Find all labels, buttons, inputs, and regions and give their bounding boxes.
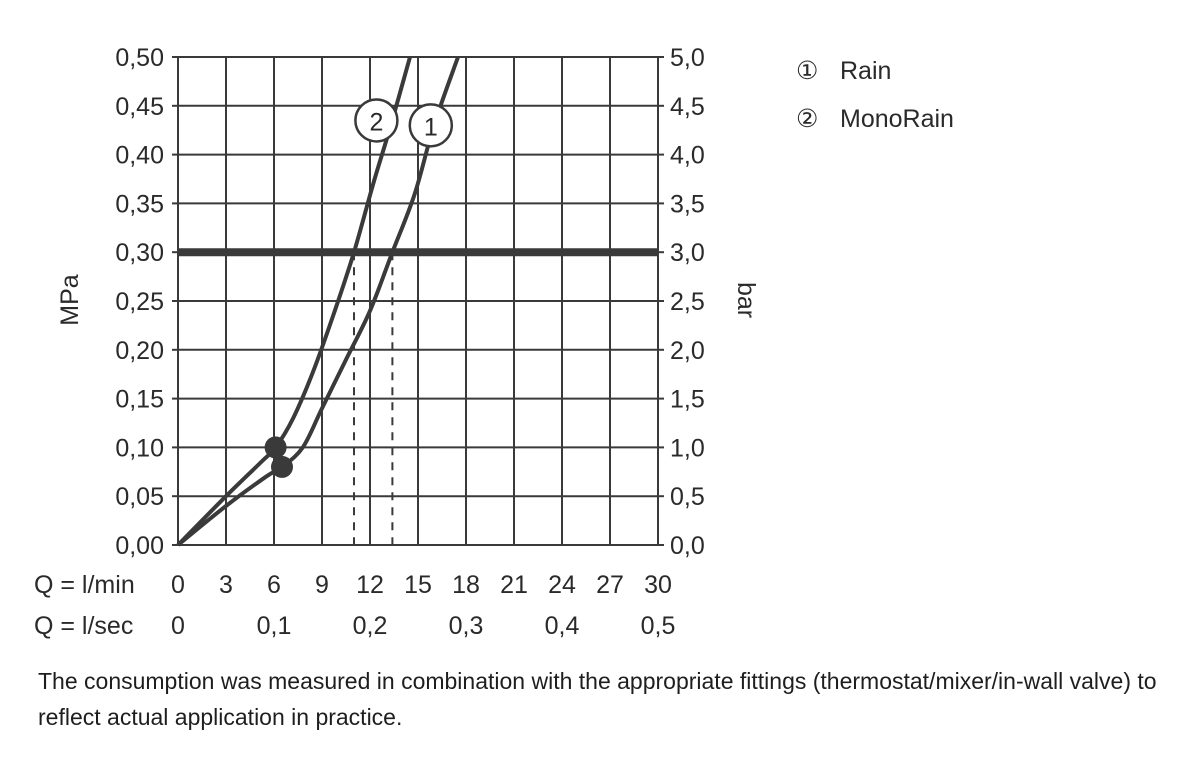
y-axis-left-label: MPa [56, 274, 84, 326]
y-tick-right-label: 5,0 [670, 44, 705, 72]
series-group: 12 [176, 56, 460, 547]
y-tick-right-label: 2,0 [670, 337, 705, 365]
x-tick-label-row0: 27 [596, 571, 624, 599]
y-tick-left-label: 0,15 [115, 386, 164, 414]
y-tick-right-label: 2,5 [670, 288, 705, 316]
legend-symbol-rain: ① [796, 57, 818, 85]
y-tick-right-label: 1,0 [670, 434, 705, 462]
legend-symbol-monorain: ② [796, 105, 818, 133]
x-tick-label-row0: 6 [267, 571, 281, 599]
legend: ① Rain ② MonoRain [796, 57, 954, 133]
y-tick-right-label: 1,5 [670, 386, 705, 414]
series-marker-label-monorain: 2 [369, 108, 383, 136]
series-marker-circle-rain [408, 103, 454, 148]
x-tick-label-row0: 30 [644, 571, 672, 599]
series-marker-monorain: 2 [354, 98, 399, 143]
tick-labels: 0,00 0,00,05 0,50,10 1,00,15 1,50,20 2,00,25 2… [115, 44, 704, 640]
x-tick-label-row1: 0,3 [449, 612, 484, 640]
legend-label-rain: Rain [840, 57, 891, 85]
x-tick-label-row1: 0,4 [545, 612, 580, 640]
y-tick-left-label: 0,20 [115, 337, 164, 365]
series-line-rain [176, 56, 460, 547]
series-marker-rain: 1 [408, 103, 454, 148]
x-tick-label-row0: 18 [452, 571, 480, 599]
x-tick-label-row0: 15 [404, 571, 432, 599]
y-tick-right-label: 0,5 [670, 483, 705, 511]
series-dot-monorain [264, 436, 287, 459]
legend-item-monorain: ② MonoRain [796, 105, 954, 133]
y-tick-left-label: 0,10 [115, 434, 164, 462]
legend-item-rain: ① Rain [796, 57, 891, 85]
y-tick-right-label: 3,5 [670, 190, 705, 218]
x-axis-row-lps: Q = l/sec [34, 612, 133, 640]
x-tick-label-row1: 0,5 [641, 612, 676, 640]
x-tick-label-row0: 9 [315, 571, 329, 599]
series-line-monorain [176, 56, 412, 547]
x-tick-label-row0: 24 [548, 571, 576, 599]
reference-lines [178, 248, 658, 545]
x-tick-label-row1: 0,1 [257, 612, 292, 640]
y-tick-right-label: 4,5 [670, 93, 705, 121]
x-tick-label-row0: 21 [500, 571, 528, 599]
y-tick-left-label: 0,30 [115, 239, 164, 267]
y-tick-left-label: 0,45 [115, 93, 164, 121]
legend-label-monorain: MonoRain [840, 105, 954, 133]
y-tick-right-label: 3,0 [670, 239, 705, 267]
y-tick-left-label: 0,40 [115, 142, 164, 170]
x-tick-label-row0: 3 [219, 571, 233, 599]
plot-frame [177, 56, 659, 546]
series-dot-rain [271, 455, 293, 478]
x-axis-row-lpm: Q = l/min [34, 571, 135, 599]
y-tick-left-label: 0,35 [115, 190, 164, 218]
y-tick-left-label: 0,50 [115, 44, 164, 72]
y-tick-left-label: 0,05 [115, 483, 164, 511]
x-axis-row-label-lpm: Q = l/min [34, 571, 135, 599]
x-tick-label-row0: 12 [356, 571, 384, 599]
measurement-note: The consumption was measured in combinat… [38, 668, 1157, 730]
series-marker-circle-monorain [354, 98, 399, 143]
y-tick-left-label: 0,25 [115, 288, 164, 316]
pressure-flow-chart: 12 0,00 0,00,05 0,50,10 1,00,15 1,50,20 2,00,… [34, 44, 954, 640]
series-marker-label-rain: 1 [424, 113, 438, 141]
y-axis-right-label: bar [732, 282, 760, 318]
y-tick-left-label: 0,00 [115, 532, 164, 560]
x-tick-label-row0: 0 [171, 571, 185, 599]
y-tick-right-label: 0,0 [670, 532, 705, 560]
x-tick-label-row1: 0,2 [353, 612, 388, 640]
x-axis-row-label-lps: Q = l/sec [34, 612, 133, 640]
y-tick-right-label: 4,0 [670, 142, 705, 170]
x-tick-label-row1: 0 [171, 612, 185, 640]
